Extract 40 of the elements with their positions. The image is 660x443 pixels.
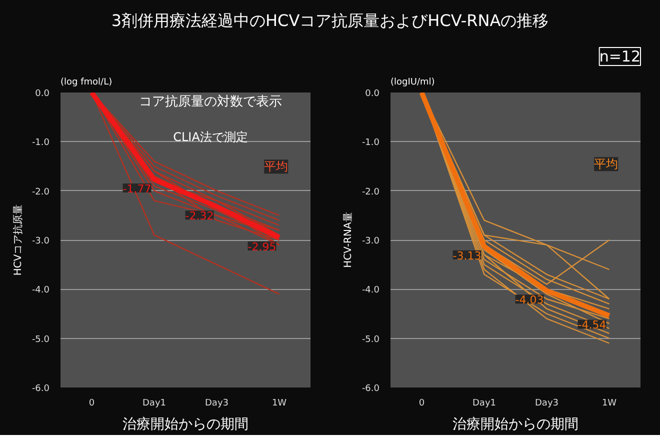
data-label: -2.95 — [248, 240, 276, 254]
y-tick-label: -4.0 — [32, 286, 50, 296]
annotation: 平均 — [264, 160, 288, 174]
data-label: -4.54 — [578, 318, 606, 332]
x-tick-label: 0 — [88, 398, 95, 408]
y-tick-label: -3.0 — [32, 236, 50, 246]
x-tick-label: Day1 — [472, 398, 496, 408]
y-tick-label: 0.0 — [35, 89, 50, 99]
y-axis-title: HCVコア抗原量 — [12, 204, 24, 276]
y-tick-label: -3.0 — [362, 236, 380, 246]
text: n=12 — [599, 48, 641, 66]
y-tick-label: -4.0 — [362, 286, 380, 296]
data-label: -3.13 — [452, 249, 482, 262]
data-label: -4.03 — [515, 294, 544, 307]
y-tick-label: -5.0 — [32, 334, 50, 345]
y-tick-label: -1.0 — [362, 138, 380, 148]
annotation: CLIA法で測定 — [173, 130, 248, 144]
x-tick-label: Day1 — [142, 398, 166, 408]
x-tick-label: Day3 — [205, 398, 228, 408]
y-tick-label: -2.0 — [362, 187, 380, 198]
data-label: -2.32 — [185, 210, 214, 223]
y-tick-label: -6.0 — [362, 384, 380, 394]
annotation: 平均 — [594, 157, 618, 172]
y-tick-label: -1.0 — [32, 138, 50, 148]
x-axis-title: 治療開始からの期間 — [122, 416, 248, 432]
x-tick-label: 1W — [272, 398, 287, 408]
data-label: -1.77 — [122, 182, 152, 196]
x-tick-label: 1W — [602, 398, 617, 408]
y-axis-title: HCV-RNA量 — [342, 212, 354, 268]
annotation: コア抗原量の対数で表示 — [139, 94, 282, 110]
x-tick-label: 0 — [418, 398, 425, 408]
y-tick-label: 0.0 — [365, 89, 380, 99]
x-tick-label: Day3 — [535, 398, 558, 408]
y-tick-label: -2.0 — [32, 187, 50, 198]
y-tick-label: -5.0 — [362, 334, 380, 345]
text: (logIU/ml) — [390, 78, 435, 88]
y-tick-label: -6.0 — [32, 384, 50, 394]
x-axis-title: 治療開始からの期間 — [452, 416, 578, 432]
text: (log fmol/L) — [60, 78, 112, 88]
chart-title: 3剤併用療法経過中のHCVコア抗原量およびHCV-RNAの推移 — [111, 10, 549, 32]
